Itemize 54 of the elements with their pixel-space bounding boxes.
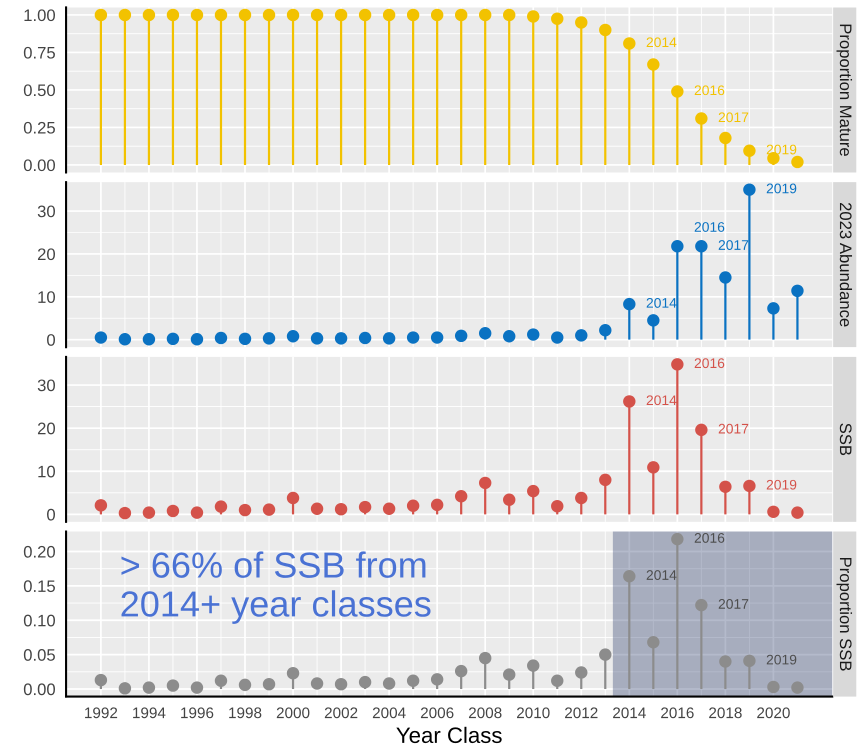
y-tick-label: 20: [38, 422, 55, 434]
annotation: 2019: [766, 654, 796, 665]
x-tick-label: 2016: [661, 707, 694, 718]
y-tick-label: 0.25: [24, 122, 55, 134]
x-tick-label: 2006: [420, 707, 454, 718]
annotation: 2019: [766, 184, 796, 194]
annotation: 2016: [694, 533, 724, 543]
text: Proportion Mature: [836, 24, 852, 156]
y-tick-label: 0.50: [24, 84, 55, 96]
annotation: 2014: [646, 298, 676, 308]
y-tick-label: 10: [38, 291, 55, 304]
annotation: 2017: [718, 424, 748, 434]
y-tick-label: 30: [38, 205, 55, 218]
y-tick-label: 0.75: [24, 46, 55, 59]
y-tick-label: 20: [38, 248, 55, 260]
annotation: > 66% of SSB from 2014+ year classes: [121, 551, 431, 624]
x-tick-label: 1992: [85, 707, 118, 718]
annotation: 2017: [718, 240, 748, 250]
x-tick-label: 2008: [468, 707, 502, 718]
annotation: 2016: [694, 85, 724, 96]
x-tick-label: 1996: [181, 707, 214, 718]
x-tick-label: 2020: [757, 707, 790, 718]
text: Proportion SSB: [836, 558, 852, 671]
y-tick-label: 0: [47, 334, 55, 346]
text: 2023 Abundance: [840, 202, 852, 326]
annotation: 2014: [646, 570, 676, 580]
x-tick-label: 2010: [517, 707, 550, 718]
y-tick-label: 0.05: [24, 649, 55, 661]
y-tick-label: 0: [47, 508, 55, 521]
y-tick-label: 30: [38, 379, 55, 392]
annotation: 2016: [694, 358, 724, 368]
annotation: 2017: [718, 599, 748, 609]
x-tick-label: 2012: [565, 707, 598, 718]
y-tick-label: 0.00: [24, 683, 55, 696]
text: SSB: [840, 423, 852, 456]
y-tick-label: 0.20: [24, 546, 55, 558]
x-tick-label: 2004: [372, 707, 406, 718]
x-tick-label: 2000: [276, 707, 310, 718]
y-tick-label: 10: [38, 466, 55, 478]
x-tick-label: 1994: [133, 707, 166, 718]
annotation: 2014: [646, 395, 676, 406]
x-tick-label: 2018: [709, 707, 742, 718]
x-tick-label: 2002: [324, 707, 358, 718]
annotation: 2017: [718, 112, 748, 122]
annotation: 2014: [646, 37, 676, 48]
y-tick-label: 1.00: [24, 9, 55, 22]
y-tick-label: 0.15: [24, 580, 55, 592]
x-tick-label: 1998: [229, 707, 262, 718]
y-tick-label: 0.00: [24, 159, 55, 172]
x-axis-title: Year Class: [396, 726, 502, 744]
y-tick-label: 0.10: [24, 614, 55, 626]
annotation: 2016: [694, 222, 724, 232]
annotation: 2019: [766, 480, 796, 490]
x-tick-label: 2014: [613, 707, 646, 718]
